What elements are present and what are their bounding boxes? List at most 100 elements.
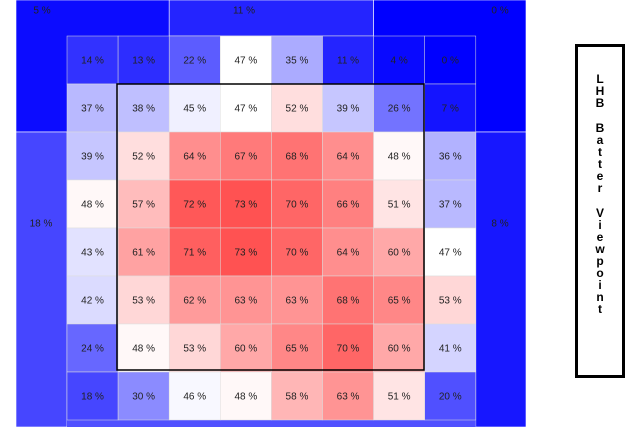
outer-zone-label-top-left: 5 %: [33, 6, 50, 17]
heat-cell-label: 51 %: [388, 200, 411, 211]
heat-cell: [271, 179, 323, 229]
viewpoint-letter: a: [596, 133, 604, 147]
heat-cell-label: 64 %: [337, 152, 360, 163]
heat-cell: [271, 131, 323, 181]
heat-cell-label: 53 %: [183, 344, 206, 355]
heat-cell: [373, 35, 425, 85]
heat-cell: [373, 179, 425, 229]
viewpoint-letter: t: [598, 302, 602, 316]
heat-cell-label: 48 %: [81, 200, 104, 211]
viewpoint-letter: w: [595, 242, 605, 256]
heat-cell-label: 60 %: [388, 248, 411, 259]
heat-cell: [220, 179, 272, 229]
heat-cell: [424, 83, 477, 133]
outer-zone-label-top: 11 %: [233, 6, 255, 17]
heat-cell-label: 39 %: [81, 152, 104, 163]
heat-cell-label: 47 %: [439, 248, 462, 259]
heat-cell-label: 70 %: [286, 200, 309, 211]
heat-cell-label: 39 %: [337, 104, 360, 115]
heat-cell: [271, 371, 323, 421]
heat-cell: [424, 323, 477, 373]
heat-cell: [220, 275, 272, 325]
heat-cell: [117, 131, 170, 181]
heat-cell-label: 47 %: [234, 104, 257, 115]
heat-cell: [271, 83, 323, 133]
heat-cell: [66, 371, 119, 421]
heat-cell: [117, 83, 170, 133]
heat-cell-label: 68 %: [337, 296, 360, 307]
heat-cell-label: 46 %: [183, 392, 206, 403]
cell-value-labels: 14 % 13 % 22 % 47 % 35 % 11 % 4 % 0 % 37 % 38 % 45…: [81, 56, 462, 403]
heat-cell-label: 37 %: [81, 104, 104, 115]
heat-cell-label: 48 %: [234, 392, 257, 403]
heat-cell: [117, 275, 170, 325]
heat-cell-label: 14 %: [81, 56, 104, 67]
viewpoint-letter: t: [597, 145, 602, 159]
heat-cell-label: 73 %: [234, 200, 257, 211]
heat-cell: [220, 323, 272, 373]
heat-cell: [271, 323, 323, 373]
viewpoint-letter: B: [595, 96, 605, 110]
heat-cell-label: 70 %: [286, 248, 309, 259]
heat-cell-label: 64 %: [337, 248, 360, 259]
heat-cell-label: 52 %: [132, 152, 155, 163]
heat-cell-label: 42 %: [81, 296, 104, 307]
heat-cell: [373, 227, 425, 277]
heat-cell-label: 61 %: [132, 248, 155, 259]
outer-zone-top: [168, 0, 374, 37]
heat-cell: [322, 323, 374, 373]
heat-cell-label: 48 %: [132, 344, 155, 355]
viewpoint-letter: i: [598, 218, 602, 232]
heat-cell-label: 20 %: [439, 392, 462, 403]
heat-cell-label: 38 %: [132, 104, 155, 115]
heat-cell-label: 68 %: [286, 152, 309, 163]
heat-cell-label: 57 %: [132, 200, 155, 211]
heat-cell: [168, 275, 221, 325]
heat-cell-label: 43 %: [81, 248, 104, 259]
heat-cell-label: 73 %: [234, 248, 257, 259]
heat-cell-label: 24 %: [81, 344, 104, 355]
viewpoint-letter: r: [597, 181, 603, 195]
heat-cell-label: 64 %: [183, 152, 206, 163]
outer-zone-label-left: 18 %: [30, 219, 53, 230]
heat-cell-label: 65 %: [388, 296, 411, 307]
heat-map-cells: [66, 35, 477, 421]
heat-cell-label: 36 %: [439, 152, 462, 163]
viewpoint-letter: t: [597, 157, 602, 171]
heat-cell: [168, 83, 221, 133]
heat-cell-label: 35 %: [286, 56, 309, 67]
heat-cell-label: 47 %: [234, 56, 257, 67]
heat-cell: [322, 371, 374, 421]
heat-cell-label: 67 %: [234, 152, 257, 163]
heat-cell-label: 0 %: [442, 56, 459, 67]
heat-cell: [373, 323, 425, 373]
heat-cell-label: 18 %: [81, 392, 104, 403]
outer-zone-bottom: [67, 420, 476, 427]
heat-cell: [322, 131, 374, 181]
heat-cell: [322, 35, 374, 85]
heat-cell-label: 13 %: [132, 56, 155, 67]
heat-cell: [220, 35, 272, 85]
heat-cell-label: 72 %: [183, 200, 206, 211]
outer-zone-label-top-right: 0 %: [491, 6, 508, 17]
outer-zone-label-right: 8 %: [491, 219, 508, 230]
heat-cell: [424, 35, 477, 85]
heat-cell: [168, 227, 221, 277]
strike-zone-outline: [116, 83, 425, 371]
heat-cell: [220, 371, 272, 421]
heat-cell-label: 45 %: [183, 104, 206, 115]
heat-cell-label: 63 %: [286, 296, 309, 307]
heat-cell-label: 65 %: [286, 344, 309, 355]
heat-cell-label: 66 %: [337, 200, 360, 211]
heat-cell-label: 30 %: [132, 392, 155, 403]
heat-cell: [220, 83, 272, 133]
heat-cell-label: 62 %: [183, 296, 206, 307]
heat-cell-label: 63 %: [337, 392, 360, 403]
heat-cell: [424, 179, 477, 229]
outer-zone-right: [475, 131, 527, 427]
viewpoint-letter: e: [596, 230, 604, 244]
